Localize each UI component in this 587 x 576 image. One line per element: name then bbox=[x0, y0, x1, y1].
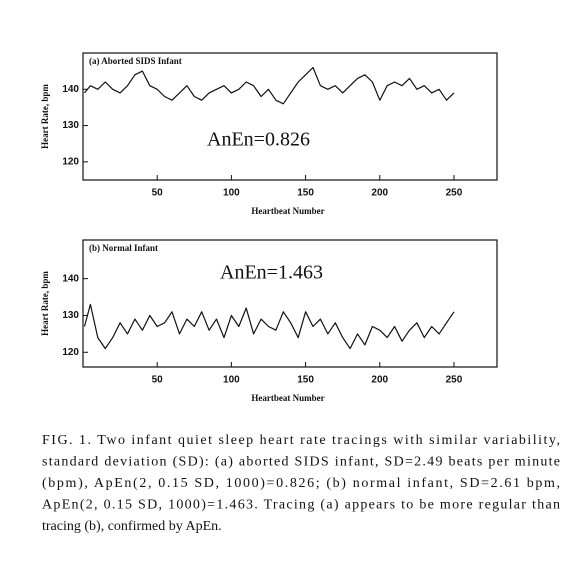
x-tick-label: 200 bbox=[371, 375, 388, 386]
y-tick-label: 140 bbox=[62, 84, 79, 95]
annotation: AnEn=1.463 bbox=[220, 262, 323, 284]
caption-line: ApEn(2, 0.15 SD, 1000)=1.463. Tracing (a… bbox=[42, 498, 560, 513]
x-axis-label: Heartbeat Number bbox=[251, 393, 324, 403]
x-tick-label: 150 bbox=[297, 188, 314, 199]
caption-line: FIG. 1. Two infant quiet sleep heart rat… bbox=[42, 433, 560, 448]
caption-line: standard deviation (SD): (a) aborted SID… bbox=[42, 455, 560, 470]
y-tick-label: 120 bbox=[62, 156, 79, 167]
y-axis-label: Heart Rate, bpm bbox=[40, 271, 50, 336]
y-tick-label: 130 bbox=[62, 310, 79, 321]
x-tick-label: 150 bbox=[297, 375, 314, 386]
x-tick-label: 250 bbox=[446, 188, 463, 199]
panel-title: (b) Normal Infant bbox=[89, 243, 158, 253]
plot-frame bbox=[82, 239, 498, 368]
y-tick-label: 130 bbox=[62, 120, 79, 131]
x-tick-label: 200 bbox=[371, 188, 388, 199]
y-tick-label: 140 bbox=[62, 273, 79, 284]
annotation: AnEn=0.826 bbox=[207, 129, 310, 151]
caption-line: tracing (b), confirmed by ApEn. bbox=[42, 519, 222, 534]
y-axis-label: Heart Rate, bpm bbox=[40, 84, 50, 149]
x-tick-label: 50 bbox=[152, 375, 164, 386]
caption-line: (bpm), ApEn(2, 0.15 SD, 1000)=0.826; (b)… bbox=[42, 476, 560, 491]
heart-rate-line bbox=[84, 66, 455, 105]
x-tick-label: 100 bbox=[223, 188, 240, 199]
plot-frame bbox=[82, 52, 498, 181]
x-axis-label: Heartbeat Number bbox=[251, 206, 324, 216]
x-tick-label: 50 bbox=[152, 188, 164, 199]
x-tick-label: 250 bbox=[446, 375, 463, 386]
y-tick-label: 120 bbox=[62, 347, 79, 358]
heart-rate-line bbox=[83, 303, 455, 350]
x-tick-label: 100 bbox=[223, 375, 240, 386]
panel-title: (a) Aborted SIDS Infant bbox=[89, 56, 182, 66]
